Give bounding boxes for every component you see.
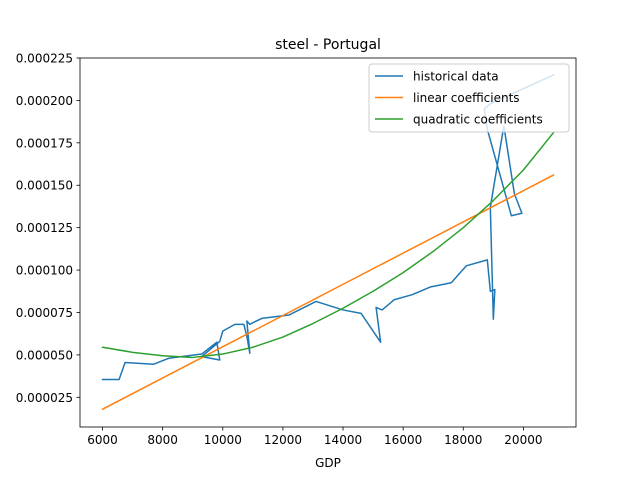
series-line-1	[101, 73, 555, 381]
x-tick-label: 16000	[384, 433, 422, 447]
y-tick-label: 0.000175	[16, 136, 73, 150]
x-tick-label: 10000	[204, 433, 242, 447]
x-tick-label: 14000	[324, 433, 362, 447]
series-line-3	[101, 131, 555, 359]
legend-label-2: linear coefficients	[413, 91, 520, 105]
legend: historical data linear coefficients quadra…	[368, 63, 570, 133]
plot-frame	[79, 57, 577, 428]
y-tick-label: 0.000125	[16, 221, 73, 235]
y-tick-label: 0.000200	[16, 94, 73, 108]
x-tick-label: 6000	[87, 433, 118, 447]
y-tick-label: 0.000075	[16, 306, 73, 320]
y-tick-label: 0.000050	[16, 348, 73, 362]
x-tick-label: 8000	[147, 433, 178, 447]
x-axis-label: GDP	[315, 456, 341, 470]
y-tick-label: 0.000025	[16, 391, 73, 405]
legend-label-1: historical data	[413, 70, 499, 84]
x-tick-label: 12000	[264, 433, 302, 447]
y-tick-label: 0.000225	[16, 52, 73, 66]
legend-box	[368, 63, 570, 133]
legend-label-3: quadratic coefficients	[413, 113, 543, 127]
x-tick-label: 18000	[444, 433, 482, 447]
y-tick-label: 0.000150	[16, 179, 73, 193]
x-tick-label: 20000	[504, 433, 542, 447]
chart-title: steel - Portugal	[275, 37, 381, 53]
y-tick-label: 0.000100	[16, 264, 73, 278]
